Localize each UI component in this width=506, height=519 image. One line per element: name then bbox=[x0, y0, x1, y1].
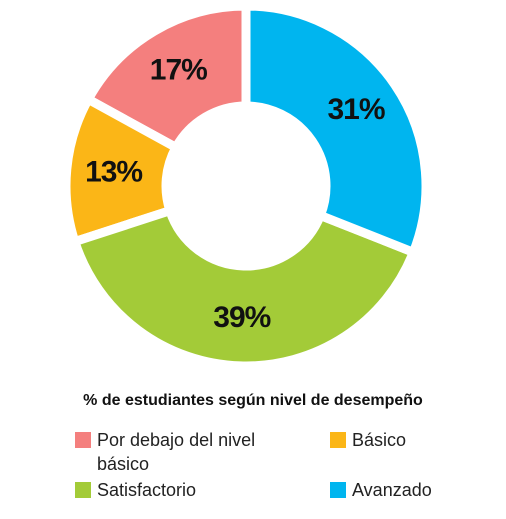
legend-swatch bbox=[330, 432, 346, 448]
legend-swatch bbox=[330, 482, 346, 498]
value-label: 13% bbox=[85, 155, 142, 188]
chart: 17% 13% 39% 31% bbox=[61, 1, 431, 371]
legend-item: Básico bbox=[330, 428, 506, 452]
value-label: 39% bbox=[213, 301, 270, 334]
legend-item: Satisfactorio bbox=[75, 478, 262, 502]
legend-label: Satisfactorio bbox=[97, 480, 197, 500]
legend-item: Avanzado bbox=[330, 478, 506, 502]
legend-swatch bbox=[75, 482, 91, 498]
chart-title: % de estudiantes según nivel de desempeñ… bbox=[83, 392, 423, 409]
legend-label: Por debajo del nivel básico bbox=[97, 430, 256, 474]
legend-item: Por debajo del nivel básico bbox=[75, 428, 262, 476]
donut-segment bbox=[61, 93, 183, 248]
value-label: 31% bbox=[327, 93, 384, 126]
donut-segment bbox=[241, 1, 431, 259]
legend-label: Básico bbox=[352, 430, 407, 450]
donut-segment bbox=[69, 205, 420, 371]
legend-swatch bbox=[75, 432, 91, 448]
legend-label: Avanzado bbox=[352, 480, 432, 500]
donut-segment bbox=[82, 1, 251, 154]
value-label: 17% bbox=[150, 53, 207, 86]
